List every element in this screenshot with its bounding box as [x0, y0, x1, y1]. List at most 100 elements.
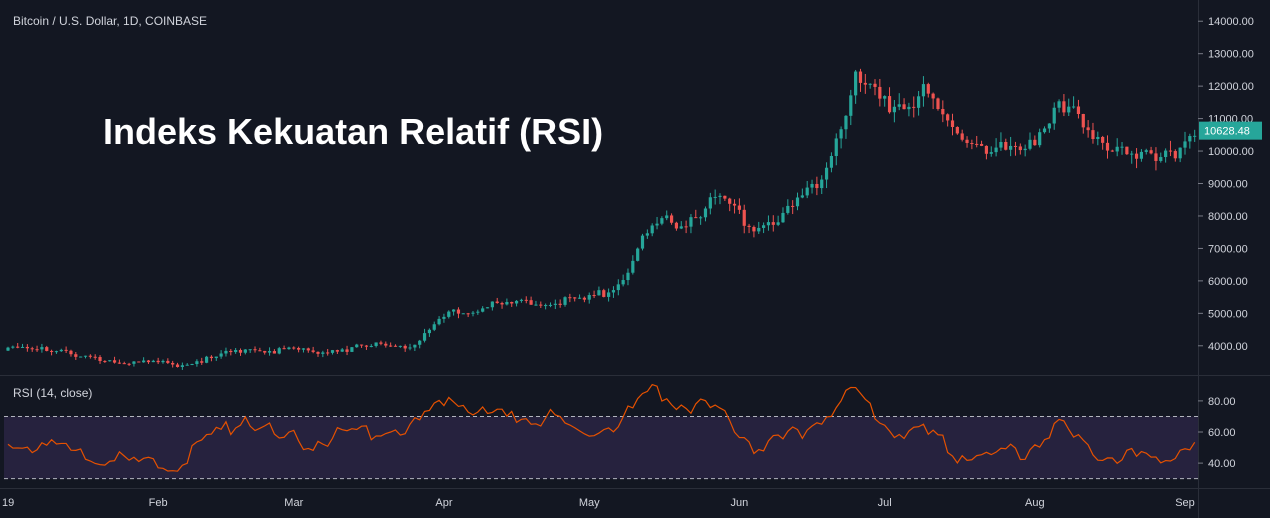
candle-body — [1033, 139, 1037, 146]
candle-body — [626, 272, 630, 281]
price-tick-label: 14000.00 — [1208, 16, 1254, 28]
candle-body — [1149, 150, 1153, 154]
candle-body — [171, 362, 175, 365]
candle-body — [1076, 106, 1081, 114]
price-series — [6, 68, 1197, 370]
candle-body — [524, 299, 528, 301]
candle-body — [887, 96, 892, 113]
candle-body — [175, 364, 180, 367]
time-tick-label: Aug — [1025, 497, 1045, 509]
candle-body — [1018, 146, 1022, 151]
candle-body — [466, 313, 470, 315]
candle-body — [573, 297, 577, 299]
candle-body — [732, 203, 737, 206]
candle-body — [820, 179, 824, 189]
candle-body — [975, 143, 979, 145]
candle-body — [694, 217, 698, 219]
candle-body — [665, 215, 669, 219]
candle-body — [752, 227, 756, 232]
candle-body — [117, 362, 121, 364]
price-tick-label: 10000.00 — [1208, 146, 1254, 158]
price-tick-label: 7000.00 — [1208, 243, 1248, 255]
candle-body — [582, 297, 586, 300]
rsi-pane-title: RSI (14, close) — [13, 386, 92, 400]
candle-body — [64, 349, 68, 351]
candle-body — [611, 290, 616, 293]
candle-body — [645, 233, 649, 236]
candle-body — [408, 347, 412, 349]
candle-body — [267, 351, 272, 353]
candle-body — [868, 83, 872, 85]
candle-body — [195, 361, 199, 365]
time-tick-label: May — [579, 497, 600, 509]
time-tick-label: Mar — [284, 497, 303, 509]
candle-body — [122, 363, 126, 365]
candle-body — [607, 292, 611, 297]
candle-body — [1086, 127, 1090, 131]
candle-body — [137, 361, 141, 363]
candle-body — [718, 195, 722, 197]
candle-body — [301, 348, 306, 350]
candle-body — [1052, 107, 1056, 124]
candle-body — [481, 308, 485, 312]
candle-body — [11, 346, 15, 348]
candle-body — [805, 187, 809, 196]
candle-body — [190, 364, 194, 366]
candle-body — [83, 355, 88, 357]
candle-body — [989, 152, 993, 154]
candle-body — [1178, 147, 1182, 159]
candle-body — [282, 348, 286, 350]
candle-body — [863, 82, 867, 85]
rsi-tick-label: 60.00 — [1208, 427, 1236, 439]
candle-body — [791, 205, 795, 207]
candle-body — [253, 349, 257, 351]
candle-body — [960, 133, 964, 140]
candle-body — [679, 226, 683, 229]
candle-body — [858, 71, 863, 83]
candle-body — [437, 318, 441, 325]
candle-body — [781, 212, 785, 223]
candle-body — [800, 195, 804, 198]
candle-body — [306, 348, 310, 351]
candle-body — [766, 222, 771, 226]
candle-body — [1062, 101, 1066, 113]
candle-body — [490, 301, 494, 308]
candle-body — [6, 347, 10, 351]
candle-body — [156, 360, 160, 363]
candle-body — [1168, 150, 1173, 152]
candle-body — [539, 304, 543, 306]
candle-body — [1193, 135, 1197, 137]
candle-body — [655, 223, 659, 226]
candle-body — [553, 303, 557, 305]
candle-body — [1067, 106, 1071, 113]
candle-body — [69, 350, 73, 355]
candle-body — [1125, 146, 1129, 155]
candle-body — [728, 198, 732, 204]
candle-body — [970, 143, 974, 145]
candle-body — [742, 209, 746, 226]
candle-body — [40, 347, 44, 350]
candle-body — [941, 109, 945, 115]
candle-body — [452, 309, 456, 312]
candle-body — [35, 349, 39, 351]
candle-body — [1081, 114, 1085, 128]
price-tick-label: 4000.00 — [1208, 341, 1248, 353]
candle-body — [795, 197, 800, 207]
candle-body — [418, 340, 422, 345]
candle-body — [854, 71, 858, 96]
rsi-tick-label: 40.00 — [1208, 458, 1236, 470]
candle-body — [873, 83, 877, 87]
candle-body — [1120, 146, 1124, 148]
candle-body — [1072, 106, 1076, 108]
candle-body — [946, 114, 950, 121]
candle-body — [1130, 153, 1134, 155]
price-tick-label: 8000.00 — [1208, 211, 1248, 223]
candle-body — [1057, 101, 1061, 108]
candle-body — [146, 360, 151, 363]
candle-body — [384, 343, 388, 346]
candle-body — [432, 324, 436, 330]
candle-body — [224, 350, 228, 354]
candle-body — [563, 297, 567, 305]
candle-body — [142, 360, 146, 363]
